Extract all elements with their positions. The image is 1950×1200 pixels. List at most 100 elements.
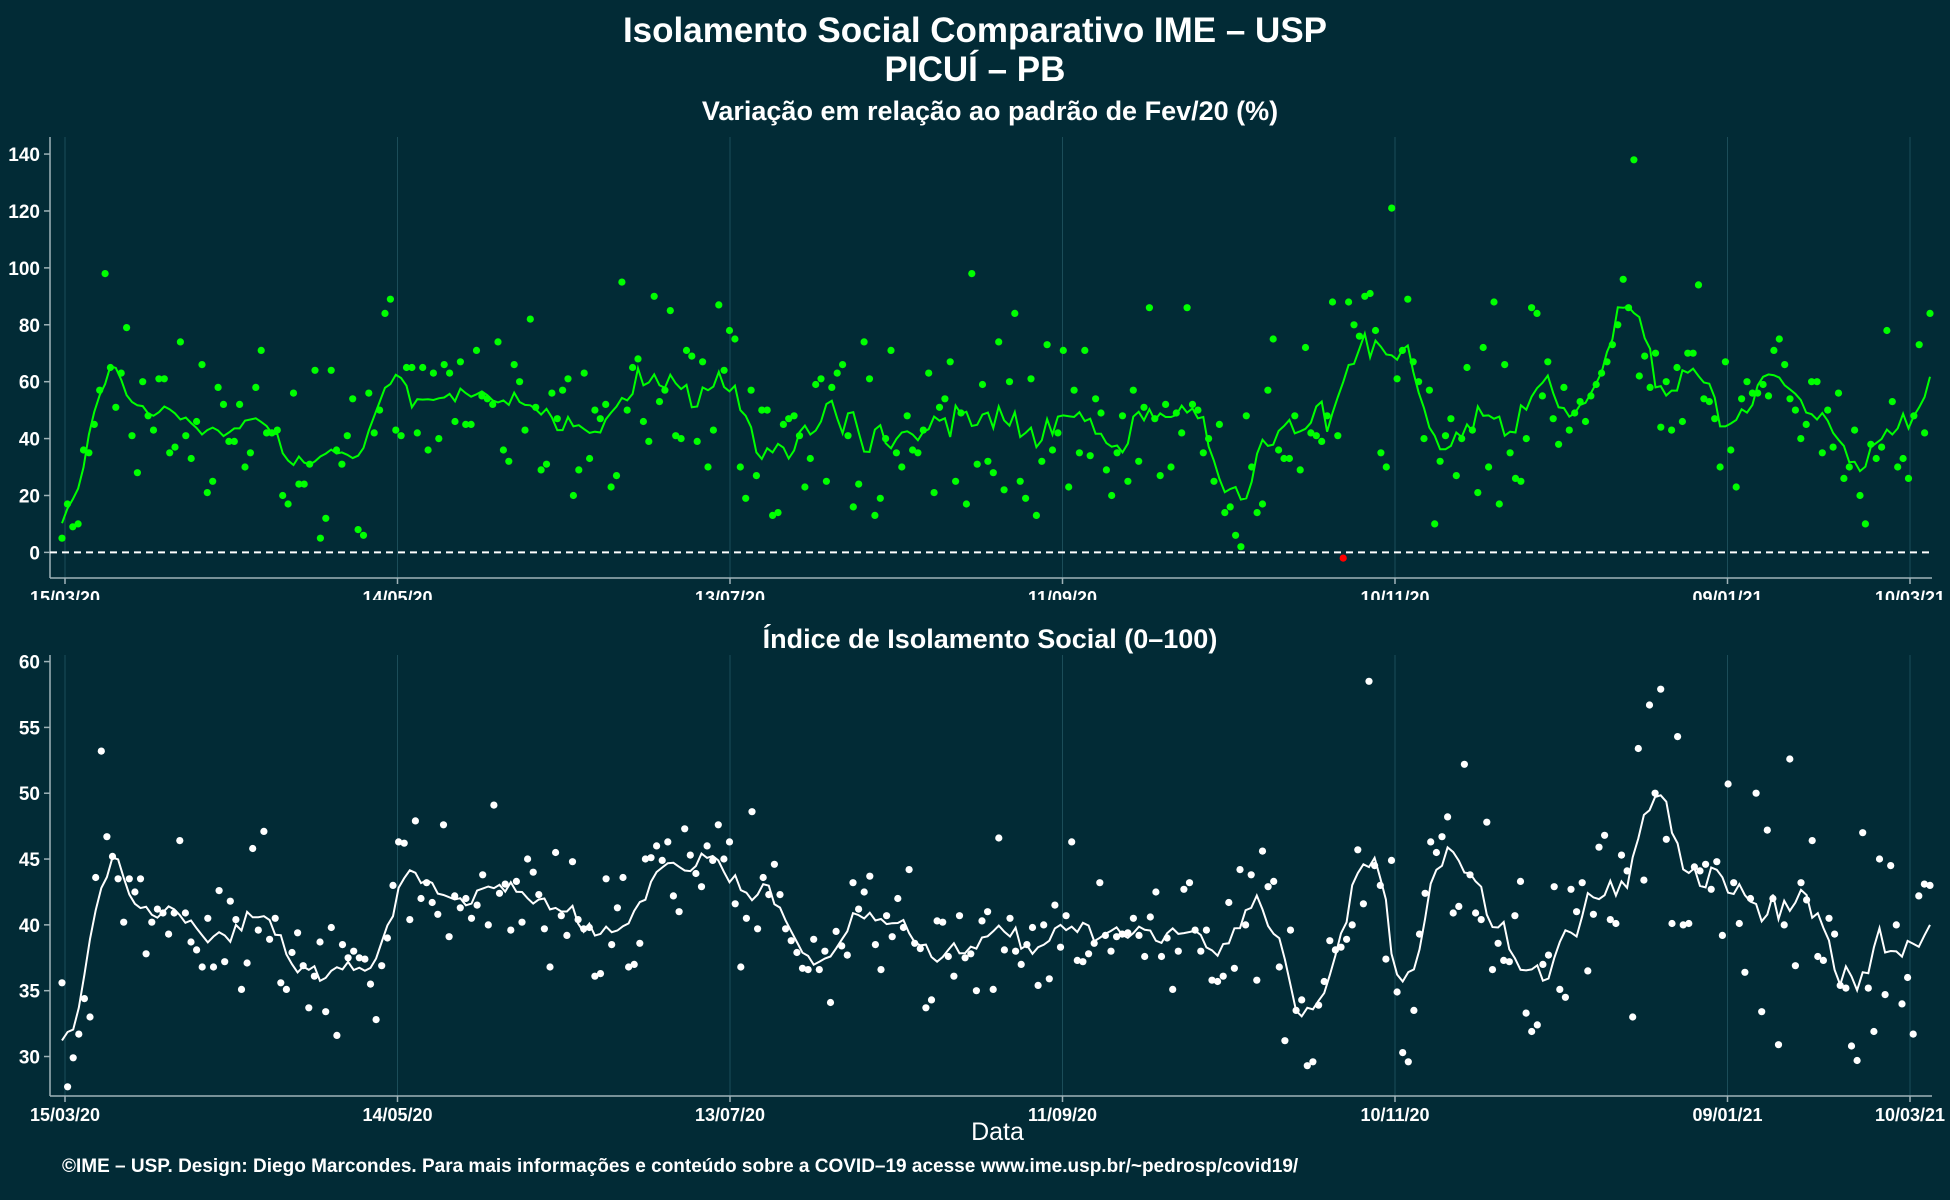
variation-point (1016, 477, 1024, 485)
index-point (193, 946, 201, 954)
variation-point (586, 454, 594, 463)
index-point (1264, 883, 1272, 891)
variation-point (451, 417, 459, 426)
index-point (1690, 863, 1698, 871)
moving-average-line (61, 794, 1931, 1041)
index-point (1668, 919, 1676, 928)
index-point (1718, 931, 1726, 940)
variation-point (1081, 346, 1089, 354)
variation-point (1253, 508, 1261, 517)
x-tick-label: 13/07/20 (695, 1105, 765, 1125)
index-point (1645, 701, 1654, 709)
variation-point (704, 463, 712, 471)
variation-point (193, 417, 201, 426)
y-tick-label: 140 (8, 145, 40, 166)
index-point (1522, 1009, 1530, 1017)
index-point (1085, 950, 1093, 958)
x-tick-label: 15/03/20 (30, 588, 100, 600)
index-point (832, 927, 840, 936)
variation-point (860, 338, 868, 346)
variation-point (1619, 275, 1627, 283)
index-point (714, 821, 722, 829)
index-point (1432, 848, 1440, 857)
index-point (1337, 943, 1345, 951)
y-tick-label: 35 (19, 982, 41, 1003)
variation-point (1366, 289, 1374, 298)
variation-point (1011, 309, 1019, 317)
variation-point (1555, 440, 1563, 448)
variation-point (914, 449, 922, 457)
index-point (927, 996, 936, 1004)
variation-point (1662, 378, 1670, 386)
variation-point (1657, 423, 1665, 431)
panel-title: Índice de Isolamento Social (0–100) (763, 623, 1218, 654)
index-point (327, 923, 335, 932)
index-point (967, 950, 975, 958)
index-point (591, 972, 599, 980)
index-point (1056, 943, 1065, 951)
index-point (1124, 929, 1132, 937)
variation-point (1834, 389, 1843, 397)
x-tick-label: 11/09/20 (1028, 588, 1097, 600)
index-point (1180, 885, 1188, 893)
variation-point (462, 420, 470, 428)
variation-point (666, 307, 674, 315)
variation-point (1565, 426, 1573, 434)
index-point (759, 873, 767, 882)
variation-point (1576, 398, 1584, 406)
variation-point (182, 432, 190, 440)
y-tick-label: 40 (19, 916, 40, 937)
variation-point (1748, 389, 1756, 397)
variation-point (1382, 463, 1390, 471)
variation-point (1280, 454, 1288, 463)
variation-point (795, 432, 804, 440)
variation-point (1032, 511, 1040, 519)
index-point (552, 848, 560, 857)
variation-point (1705, 398, 1713, 406)
index-point (602, 875, 610, 883)
variation-point (1113, 449, 1121, 457)
variation-point (661, 386, 669, 394)
variation-point (279, 491, 287, 500)
variation-point (246, 449, 254, 457)
x-tick-label: 10/03/21 (1875, 1105, 1945, 1125)
variation-point (1479, 343, 1487, 352)
index-point (108, 852, 117, 861)
variation-point (1345, 298, 1353, 306)
variation-point (386, 295, 394, 303)
index-point (260, 827, 268, 836)
index-point (361, 955, 369, 963)
variation-point (1199, 449, 1207, 457)
index-point (1511, 912, 1519, 920)
index-point (1505, 958, 1513, 966)
variation-point (1490, 298, 1498, 306)
variation-point (1420, 435, 1428, 443)
index-point (804, 966, 812, 974)
variation-point (602, 400, 610, 408)
index-point (1516, 877, 1525, 886)
index-point (1415, 930, 1424, 938)
main-title: Isolamento Social Comparativo IME – USP (622, 11, 1328, 50)
variation-point (413, 429, 421, 437)
index-point (1303, 1062, 1311, 1070)
variation-point (1560, 383, 1568, 391)
index-point (1399, 1049, 1407, 1057)
variation-point (1721, 358, 1729, 366)
index-point (1494, 939, 1502, 947)
variation-point (1075, 449, 1083, 457)
index-point (580, 925, 588, 933)
index-point (1141, 952, 1149, 961)
variation-point (311, 366, 319, 374)
variation-point (1172, 409, 1180, 417)
index-point (1483, 818, 1491, 826)
index-point (1797, 879, 1805, 887)
variation-point (1813, 378, 1821, 386)
index-point (1892, 921, 1900, 929)
index-point (456, 904, 464, 912)
index-point (64, 1083, 72, 1091)
index-point (378, 962, 386, 970)
index-point (1101, 931, 1109, 940)
variation-point (1258, 500, 1267, 508)
index-point (1444, 813, 1452, 821)
index-point (1365, 677, 1373, 685)
